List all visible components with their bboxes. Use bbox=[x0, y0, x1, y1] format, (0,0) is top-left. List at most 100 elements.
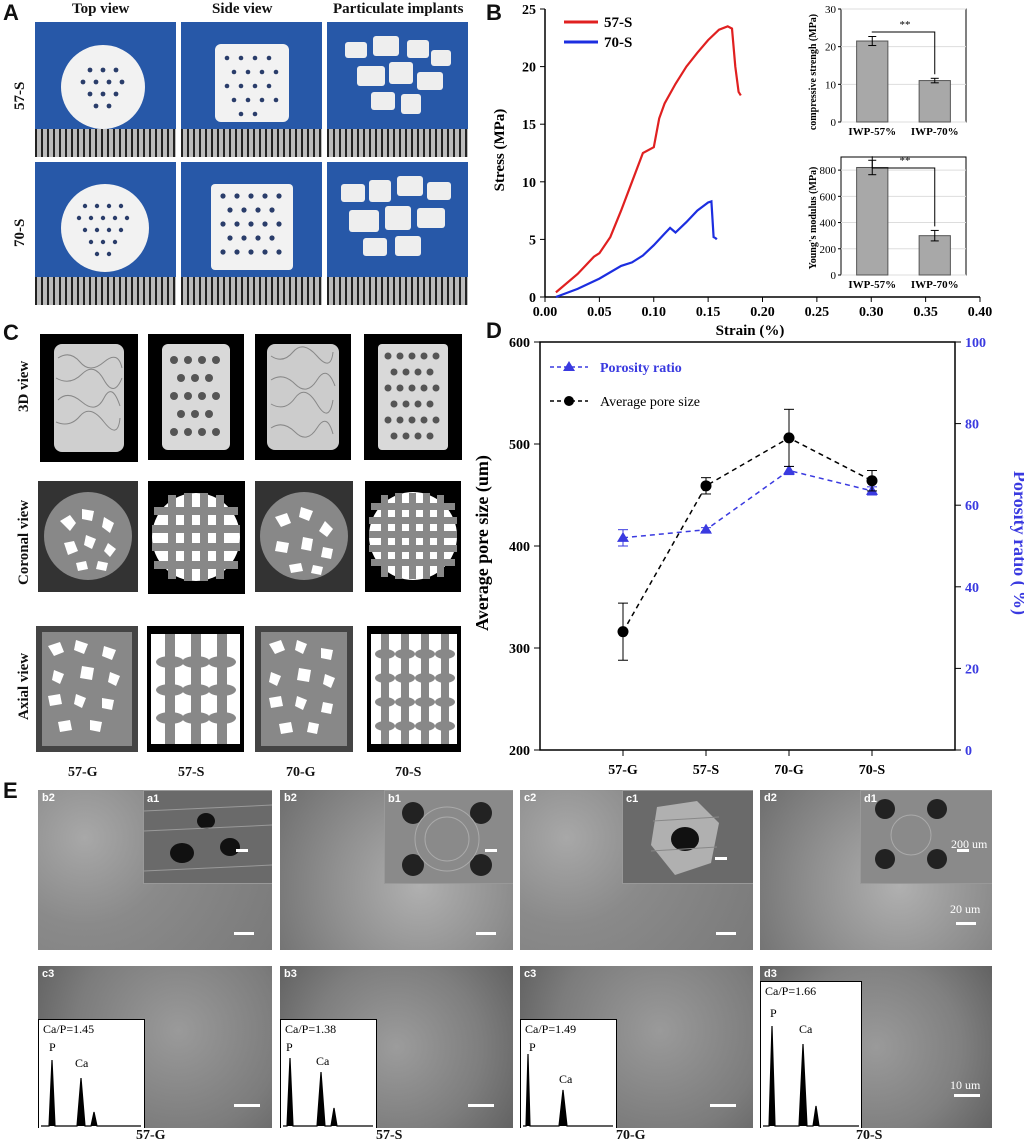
scale-bar-d1 bbox=[957, 849, 969, 852]
peak-ca-57s: Ca bbox=[316, 1054, 330, 1068]
row-label-coronal: Coronal view bbox=[16, 499, 32, 585]
inset1-sig: ** bbox=[900, 19, 911, 31]
sem-tag-b2-1: b2 bbox=[42, 792, 55, 804]
legend-marker-poresize bbox=[564, 396, 574, 406]
x-tick-label: 0.40 bbox=[968, 305, 993, 320]
y-tick-label: 25 bbox=[522, 3, 536, 18]
ct-coronal-70s bbox=[365, 481, 461, 592]
ct-3d-70s bbox=[364, 334, 462, 460]
sem-top-57g: b2 a1 bbox=[38, 790, 272, 950]
legend-text-poresize: Average pore size bbox=[600, 395, 700, 410]
point-average-pore-size bbox=[617, 626, 629, 638]
inset2-y-tick-label: 0 bbox=[831, 270, 837, 282]
strain-axis-label: Strain (%) bbox=[716, 323, 785, 339]
ct-coronal-57g bbox=[38, 481, 138, 592]
edx-70g: Ca/P=1.49 P Ca bbox=[520, 1019, 617, 1128]
series-line-porosity-ratio bbox=[622, 469, 873, 539]
inset1-y-tick-label: 20 bbox=[825, 42, 837, 54]
inset1-x-tick-label: IWP-57% bbox=[848, 126, 896, 138]
photo-70s-top bbox=[35, 162, 176, 305]
sem-tag-d3: d3 bbox=[764, 968, 777, 980]
panel-label-e: E bbox=[3, 778, 18, 803]
header-top-view: Top view bbox=[72, 1, 130, 17]
ct-3d-57s bbox=[148, 334, 244, 460]
y-tick-label: 5 bbox=[529, 233, 536, 248]
peak-p-57s: P bbox=[286, 1040, 293, 1054]
scale-bar-70s-bottom bbox=[954, 1094, 980, 1097]
x-tick-label: 0.15 bbox=[696, 305, 721, 320]
photo-70s-particulate bbox=[327, 162, 468, 305]
inset2-sig-bracket bbox=[871, 156, 936, 227]
ct-axial-70s bbox=[367, 626, 461, 752]
scale-bar-b1 bbox=[485, 849, 497, 852]
x-tick-label: 0.25 bbox=[805, 305, 830, 320]
legend-text-70s: 70-S bbox=[604, 35, 632, 51]
inset2-y-tick-label: 400 bbox=[820, 218, 837, 230]
inset2-y-tick-label: 800 bbox=[820, 165, 837, 177]
x-tick-label: 57-S bbox=[693, 763, 720, 778]
ca-p-57g: Ca/P=1.45 bbox=[43, 1022, 95, 1036]
point-porosity-ratio bbox=[700, 523, 712, 534]
ct-coronal-70g bbox=[255, 481, 353, 592]
row-label-57s: 57-S bbox=[12, 81, 28, 110]
stress-strain-chart: 0.00 0.05 0.10 0.15 0.20 0.25 0.30 0.35 0.40 0 5 10… bbox=[492, 3, 993, 339]
right-y-tick-label: 0 bbox=[965, 744, 972, 759]
row-label-axial: Axial view bbox=[16, 652, 32, 720]
legend-marker-porosity bbox=[563, 361, 575, 371]
sem-inset-c1: c1 bbox=[622, 790, 753, 884]
right-y-tick-label: 80 bbox=[965, 418, 979, 433]
legend-text-57s: 57-S bbox=[604, 15, 632, 31]
e-group-70s: 70-S bbox=[856, 1128, 883, 1143]
edx-57s: Ca/P=1.38 P Ca bbox=[280, 1019, 377, 1128]
pore-size-axis-label: Average pore size (um) bbox=[472, 455, 493, 631]
sem-tag-b1: b1 bbox=[388, 793, 401, 805]
left-y-tick-label: 200 bbox=[509, 744, 530, 759]
peak-p-70g: P bbox=[529, 1040, 536, 1054]
peak-ca-57g: Ca bbox=[75, 1056, 89, 1070]
ct-axial-57s bbox=[147, 626, 244, 752]
sem-tag-b2-2: b2 bbox=[284, 792, 297, 804]
photo-70s-side bbox=[181, 162, 322, 305]
photo-57s-side bbox=[181, 22, 322, 157]
panel-label-c: C bbox=[3, 320, 19, 345]
row-label-70s: 70-S bbox=[12, 218, 28, 247]
inset1-y-tick-label: 30 bbox=[825, 4, 837, 16]
right-y-tick-label: 40 bbox=[965, 581, 979, 596]
right-y-tick-label: 20 bbox=[965, 662, 979, 677]
sem-inset-a1: a1 bbox=[143, 790, 272, 884]
left-y-tick-label: 600 bbox=[509, 336, 530, 351]
point-average-pore-size bbox=[866, 475, 878, 487]
ct-3d-70g bbox=[255, 334, 351, 460]
legend-text-porosity: Porosity ratio bbox=[600, 361, 682, 376]
x-tick-label: 57-G bbox=[608, 763, 638, 778]
header-side-view: Side view bbox=[212, 1, 273, 17]
inset2-bar bbox=[856, 166, 889, 276]
sem-inset-b1: b1 bbox=[384, 790, 513, 884]
panel-label-d: D bbox=[486, 318, 502, 343]
scale-text-20um: 20 um bbox=[950, 902, 981, 916]
left-y-tick-label: 400 bbox=[509, 540, 530, 555]
x-tick-label: 0.10 bbox=[642, 305, 667, 320]
inset1-bar bbox=[918, 80, 951, 123]
inset2-y-tick-label: 600 bbox=[820, 191, 837, 203]
sem-bottom-57s: b3 Ca/P=1.38 P Ca bbox=[280, 966, 513, 1128]
inset1-bar bbox=[856, 40, 889, 123]
left-y-tick-label: 500 bbox=[509, 438, 530, 453]
point-porosity-ratio bbox=[617, 531, 629, 542]
sem-tag-c3-2: c3 bbox=[524, 968, 537, 980]
sem-tag-d1: d1 bbox=[864, 793, 877, 805]
sem-tag-d2: d2 bbox=[764, 792, 777, 804]
inset1-ylabel: compressive strengh (MPa) bbox=[808, 14, 819, 130]
ct-3d-57g bbox=[40, 334, 138, 462]
inset1-sig-bracket bbox=[871, 31, 936, 75]
scale-text-200um: 200 um bbox=[951, 837, 988, 851]
inset2-sig: ** bbox=[900, 155, 911, 167]
scale-bar-57s-top bbox=[476, 932, 496, 935]
inset2-y-tick-label: 200 bbox=[820, 244, 837, 256]
point-porosity-ratio bbox=[783, 464, 795, 475]
ca-p-57s: Ca/P=1.38 bbox=[285, 1022, 337, 1036]
sem-tag-c3-1: c3 bbox=[42, 968, 55, 980]
inset2-ylabel: Young's modulus (MPa) bbox=[808, 167, 819, 270]
edx-70s: Ca/P=1.66 P Ca bbox=[760, 981, 862, 1128]
right-y-tick-label: 100 bbox=[965, 336, 986, 351]
